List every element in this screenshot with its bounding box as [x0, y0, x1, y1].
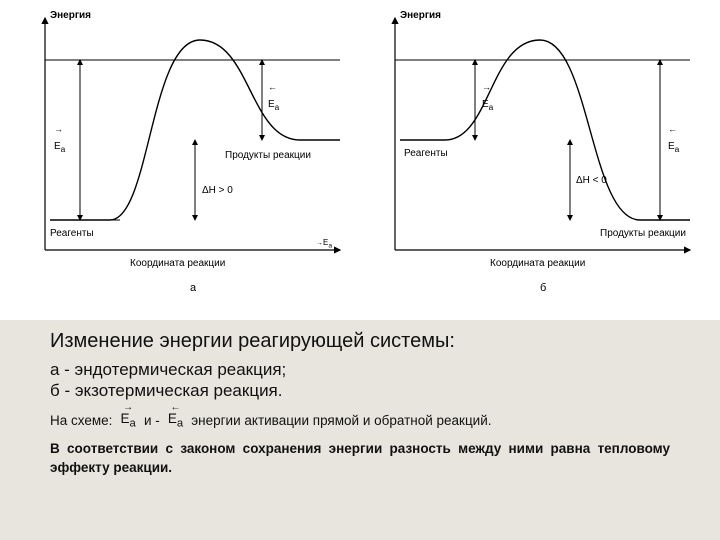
panel-letter-b: б: [540, 282, 546, 294]
panel-letter-a: а: [190, 282, 196, 294]
line-a: а - эндотермическая реакция;: [50, 359, 670, 380]
dh-label-a: ΔH > 0: [202, 185, 233, 196]
products-label-b: Продукты реакции: [600, 228, 686, 239]
small-ea-a: →Ea: [316, 238, 332, 250]
conservation-line: В соответствии с законом сохранения энер…: [50, 440, 670, 478]
panel-b: Энергия → Ea Реагенты ΔH < 0 ← Ea Продук…: [390, 10, 710, 300]
ea-reverse-label-a: ← Ea: [268, 88, 279, 112]
reagents-label-a: Реагенты: [50, 228, 94, 239]
line-b: б - экзотермическая реакция.: [50, 380, 670, 401]
ea-forward-label-a: → Ea: [54, 130, 65, 154]
products-label-a: Продукты реакции: [225, 150, 311, 161]
ylabel-a: Энергия: [50, 10, 91, 21]
ea-forward-inline: → Ea: [116, 410, 140, 432]
title: Изменение энергии реагирующей системы:: [50, 330, 670, 353]
panel-a: Энергия: [40, 10, 360, 300]
xlabel-b: Координата реакции: [490, 258, 585, 269]
dh-label-b: ΔH < 0: [576, 175, 607, 186]
ea-reverse-label-b: ← Ea: [668, 130, 679, 154]
text-block: Изменение энергии реагирующей системы: а…: [0, 320, 720, 488]
ea-reverse-inline: ← Ea: [164, 410, 188, 432]
xlabel-a: Координата реакции: [130, 258, 225, 269]
ylabel-b: Энергия: [400, 10, 441, 21]
scheme-line: На схеме: → Ea и - ← Ea энергии активаци…: [50, 410, 670, 432]
ea-forward-label-b: → Ea: [482, 88, 493, 112]
reagents-label-b: Реагенты: [404, 148, 448, 159]
diagram-area: Энергия: [0, 0, 720, 320]
